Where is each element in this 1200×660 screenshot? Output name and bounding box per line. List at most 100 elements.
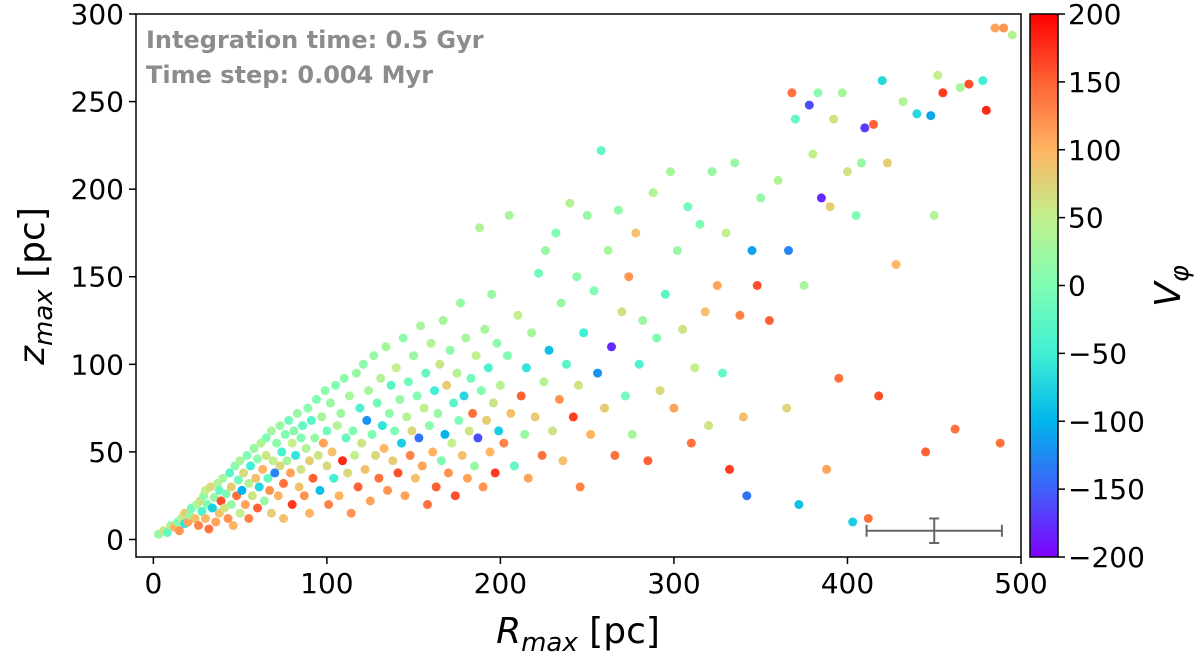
data-point-83 bbox=[292, 408, 302, 418]
data-point-215 bbox=[530, 412, 540, 422]
data-point-172 bbox=[442, 380, 452, 390]
data-point-109 bbox=[332, 421, 342, 431]
data-point-213 bbox=[523, 473, 533, 483]
data-point-256 bbox=[669, 403, 679, 413]
data-point-132 bbox=[372, 398, 382, 408]
data-point-164 bbox=[428, 447, 438, 457]
data-point-87 bbox=[298, 421, 308, 431]
data-point-26 bbox=[211, 517, 221, 527]
data-point-232 bbox=[579, 328, 589, 338]
data-point-209 bbox=[513, 310, 523, 320]
data-point-66 bbox=[268, 456, 278, 466]
data-point-208 bbox=[509, 461, 519, 471]
data-point-131 bbox=[371, 450, 380, 460]
data-point-157 bbox=[416, 321, 426, 331]
data-point-110 bbox=[334, 491, 344, 501]
x-axis: 0 100 200 300 400 500 bbox=[144, 557, 1048, 600]
data-point-276 bbox=[756, 193, 766, 203]
data-point-259 bbox=[683, 202, 693, 212]
data-point-171 bbox=[440, 429, 450, 439]
data-point-10 bbox=[183, 517, 193, 527]
data-point-253 bbox=[655, 386, 665, 396]
data-point-168 bbox=[435, 359, 445, 369]
data-point-92 bbox=[305, 508, 314, 518]
data-point-294 bbox=[843, 167, 852, 177]
data-point-80 bbox=[287, 500, 297, 509]
data-point-307 bbox=[921, 447, 931, 457]
data-point-52 bbox=[249, 443, 259, 453]
data-point-104 bbox=[324, 500, 334, 509]
data-point-46 bbox=[240, 500, 250, 509]
data-point-89 bbox=[301, 443, 311, 453]
data-point-284 bbox=[799, 281, 809, 290]
data-point-288 bbox=[816, 193, 826, 203]
data-point-298 bbox=[860, 123, 870, 133]
data-point-279 bbox=[782, 403, 792, 413]
data-point-17 bbox=[197, 507, 207, 516]
data-point-91 bbox=[305, 456, 314, 466]
data-point-189 bbox=[471, 351, 481, 361]
data-point-234 bbox=[586, 429, 596, 439]
data-point-138 bbox=[383, 485, 393, 495]
data-point-240 bbox=[607, 342, 616, 352]
data-point-118 bbox=[348, 426, 358, 436]
data-point-51 bbox=[247, 491, 257, 501]
data-point-296 bbox=[851, 210, 861, 220]
colorbar-tick-label-1: 150 bbox=[1068, 66, 1121, 99]
data-point-35 bbox=[225, 468, 235, 478]
data-point-162 bbox=[424, 421, 434, 431]
y-tick-label-100: 100 bbox=[71, 348, 124, 381]
data-point-282 bbox=[790, 114, 800, 124]
data-point-116 bbox=[344, 391, 354, 401]
data-point-114 bbox=[341, 433, 351, 443]
data-point-320 bbox=[1007, 30, 1017, 40]
colorbar-tick-label-8: −200 bbox=[1068, 541, 1145, 574]
data-point-262 bbox=[695, 219, 705, 229]
data-point-269 bbox=[725, 464, 734, 474]
data-point-228 bbox=[568, 412, 578, 422]
data-point-204 bbox=[499, 438, 509, 448]
data-point-47 bbox=[242, 450, 252, 460]
y-tick-label-300: 300 bbox=[71, 0, 124, 31]
data-point-103 bbox=[322, 426, 332, 436]
data-point-233 bbox=[582, 210, 592, 220]
x-tick-label-500: 500 bbox=[994, 567, 1047, 600]
data-point-41 bbox=[233, 475, 243, 485]
data-point-23 bbox=[206, 482, 216, 492]
data-point-185 bbox=[464, 426, 474, 436]
data-point-106 bbox=[327, 447, 337, 457]
data-point-85 bbox=[296, 433, 306, 443]
data-point-93 bbox=[306, 415, 316, 425]
data-point-280 bbox=[784, 246, 793, 255]
data-point-97 bbox=[313, 450, 323, 460]
data-point-58 bbox=[258, 464, 268, 474]
data-point-303 bbox=[882, 158, 892, 168]
data-point-122 bbox=[355, 403, 365, 413]
colorbar-tick-label-6: −100 bbox=[1068, 405, 1145, 438]
data-point-249 bbox=[638, 316, 648, 325]
data-point-195 bbox=[482, 415, 491, 425]
data-point-278 bbox=[773, 175, 783, 185]
data-point-285 bbox=[804, 100, 814, 110]
data-point-305 bbox=[898, 97, 908, 107]
colorbar-tick-label-7: −150 bbox=[1068, 473, 1145, 506]
data-point-136 bbox=[379, 443, 389, 453]
data-point-111 bbox=[336, 408, 346, 418]
data-point-197 bbox=[485, 447, 495, 457]
data-point-77 bbox=[284, 415, 294, 425]
data-point-222 bbox=[551, 228, 561, 238]
data-point-175 bbox=[447, 438, 457, 448]
x-tick-label-0: 0 bbox=[144, 567, 162, 600]
y-tick-label-50: 50 bbox=[88, 436, 124, 469]
data-point-137 bbox=[381, 342, 391, 352]
data-point-250 bbox=[643, 456, 653, 466]
data-point-241 bbox=[610, 450, 620, 460]
data-point-98 bbox=[315, 485, 325, 495]
data-point-135 bbox=[377, 421, 387, 431]
data-point-283 bbox=[794, 500, 804, 509]
colorbar bbox=[1029, 13, 1059, 558]
data-point-167 bbox=[433, 408, 443, 418]
data-point-86 bbox=[296, 464, 306, 474]
data-point-163 bbox=[426, 338, 436, 348]
data-point-264 bbox=[704, 421, 714, 431]
